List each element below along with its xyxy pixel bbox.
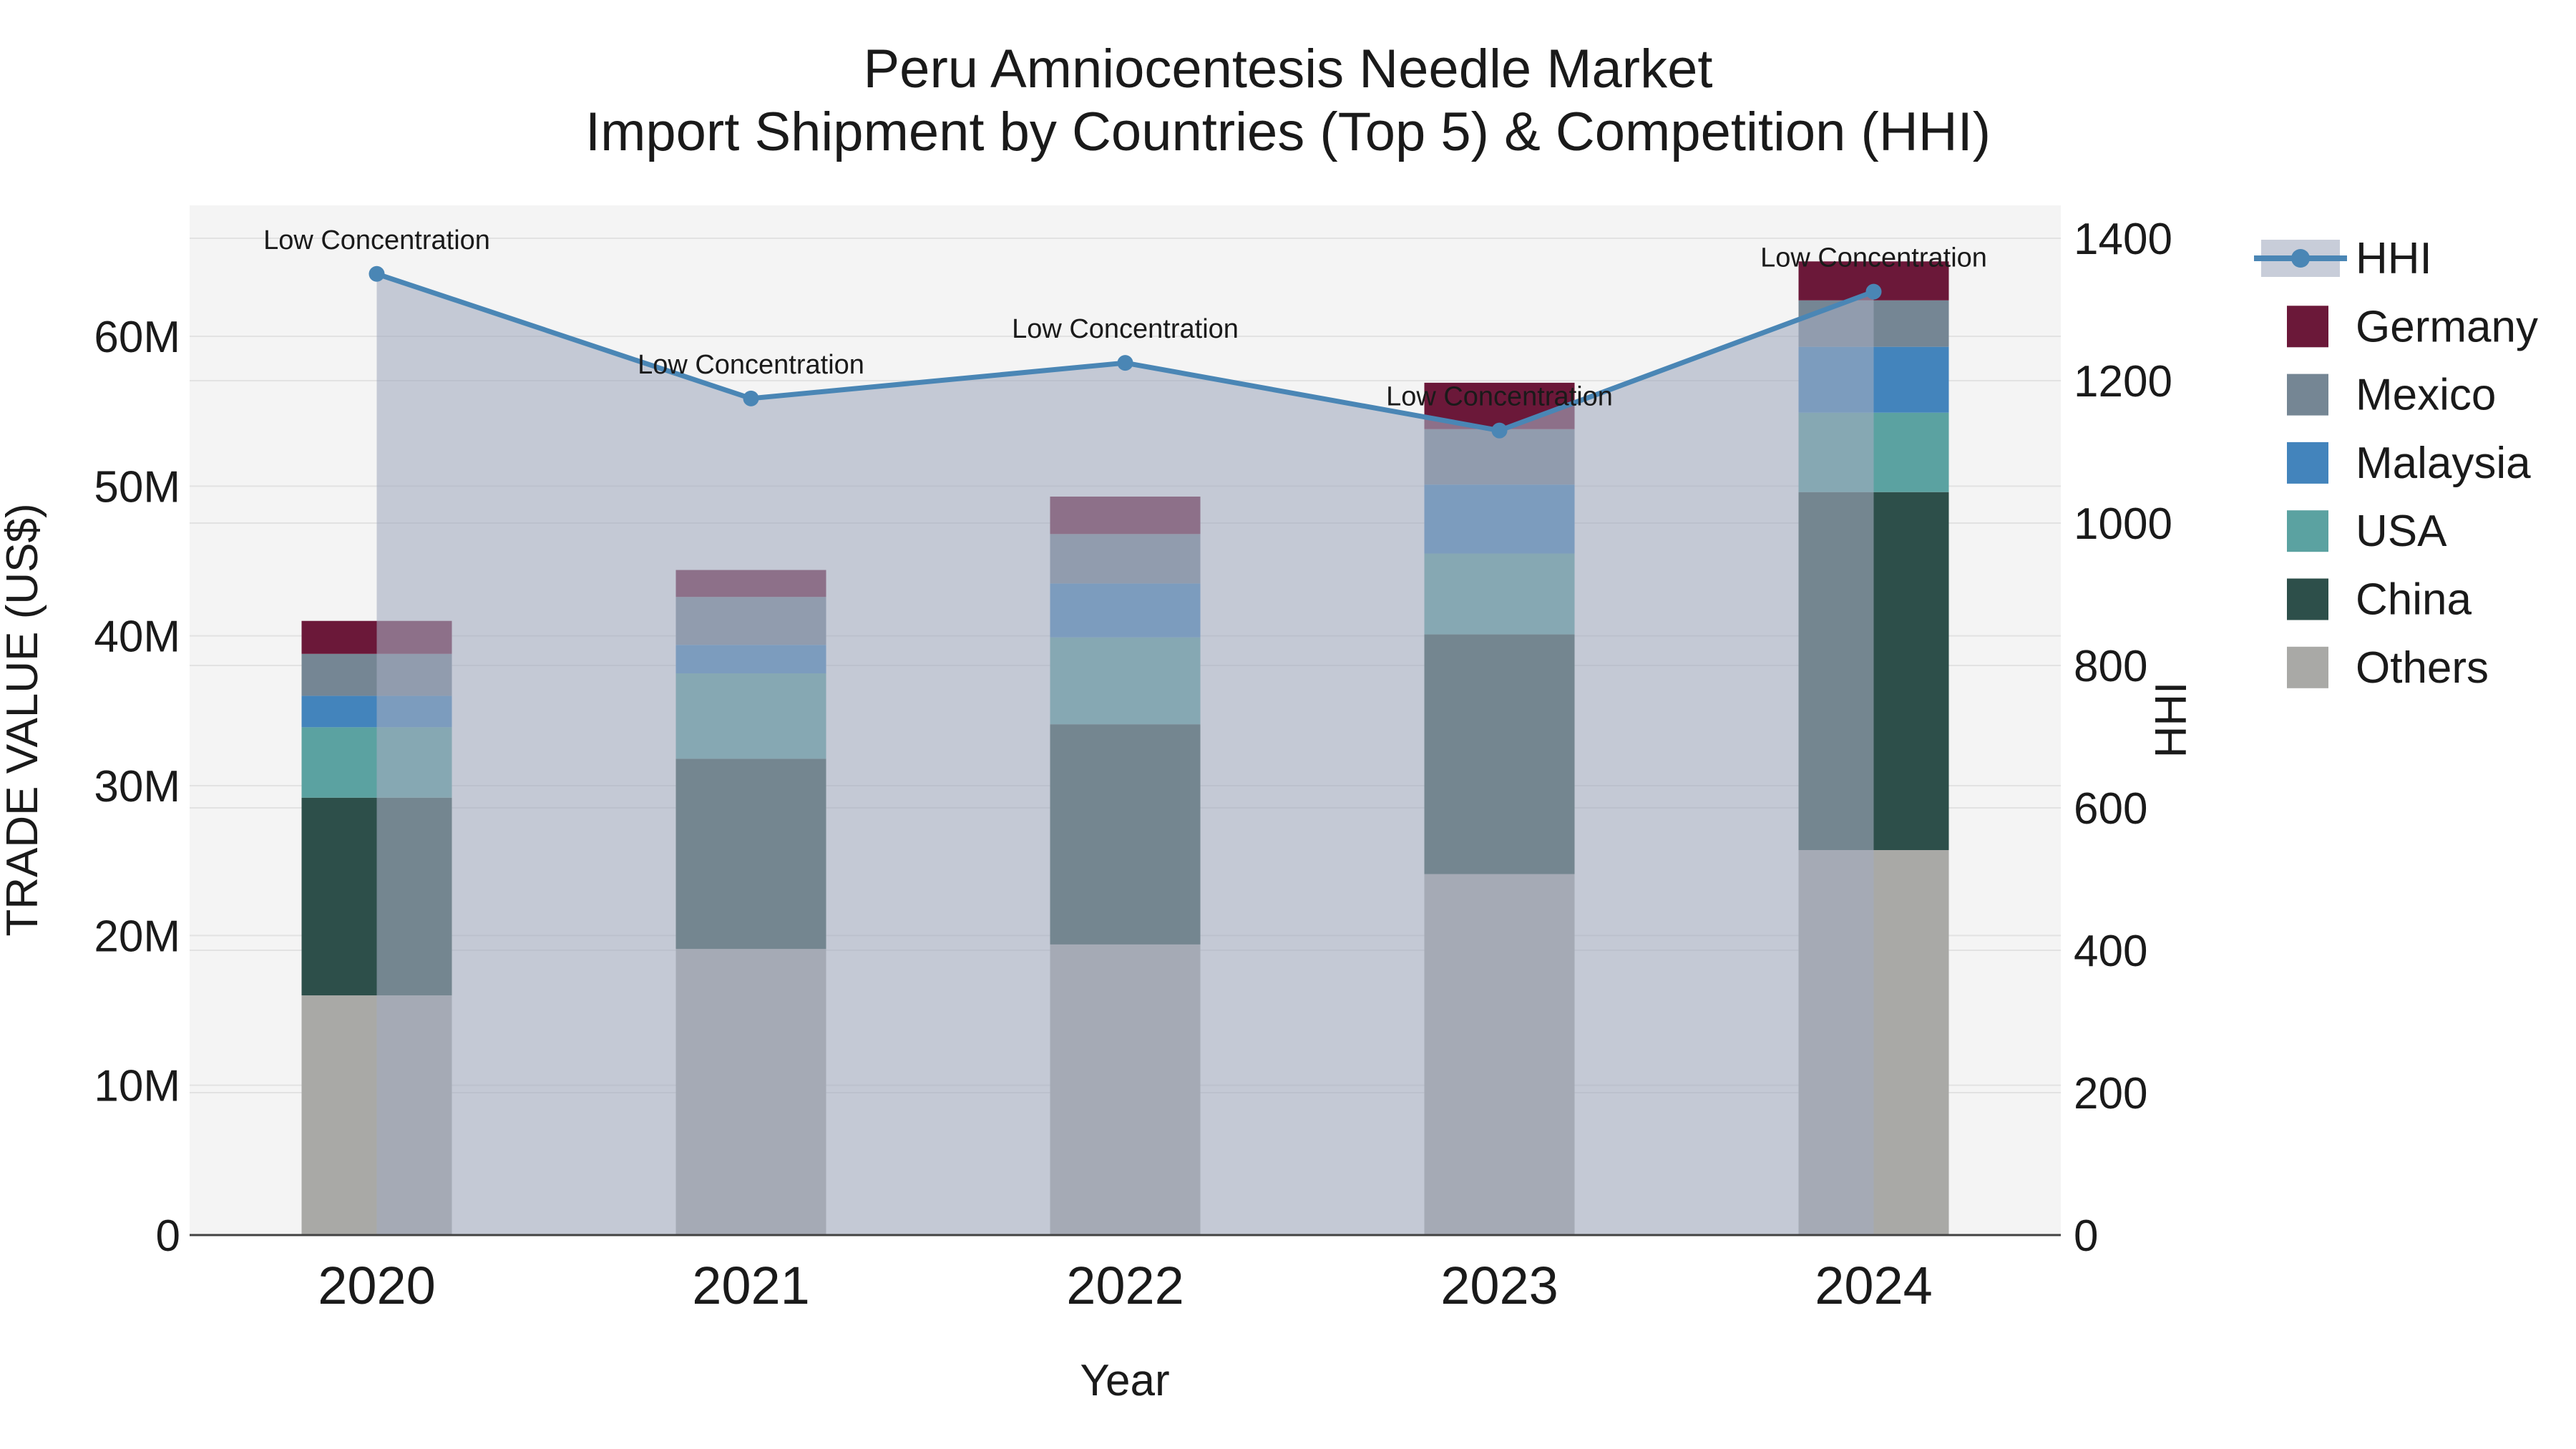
y-right-tick-label: 800 [2074, 642, 2147, 691]
y-right-tick-label: 600 [2074, 784, 2147, 834]
legend-item-malaysia[interactable]: Malaysia [2287, 439, 2531, 488]
legend-swatch-mexico [2287, 374, 2328, 416]
x-tick-label-2021: 2021 [692, 1256, 810, 1315]
x-axis-title: Year [1080, 1356, 1169, 1405]
hhi-area-layer [376, 273, 1874, 1235]
legend-swatch-china [2287, 578, 2328, 620]
annotation-layer: Low Concentration Low Concentration Low Co… [263, 225, 1987, 412]
chart-title-line1: Peru Amniocentesis Needle Market [863, 39, 1712, 99]
annotation-low-concentration-2020: Low Concentration [263, 225, 490, 255]
annotation-low-concentration-2023: Low Concentration [1386, 382, 1613, 412]
x-tick-label-2024: 2024 [1815, 1256, 1933, 1315]
y-left-tick-label: 50M [94, 462, 180, 512]
legend-label-usa: USA [2356, 507, 2447, 556]
legend: HHI Germany Mexico Malaysia USA China Others [2254, 234, 2538, 693]
y-left-tick-label: 40M [94, 613, 180, 662]
legend-label-others: Others [2356, 643, 2489, 693]
legend-item-usa[interactable]: USA [2287, 507, 2447, 556]
y-right-tick-label: 0 [2074, 1211, 2098, 1261]
legend-swatch-germany [2287, 306, 2328, 348]
x-tick-label-2023: 2023 [1440, 1256, 1558, 1315]
legend-label-malaysia: Malaysia [2356, 439, 2531, 488]
hhi-line-layer [369, 265, 1882, 439]
y-right-tick-label: 1400 [2074, 215, 2172, 264]
y-left-tick-label: 60M [94, 313, 180, 362]
hhi-marker-2022[interactable] [1117, 355, 1133, 371]
y-left-tick-label: 10M [94, 1062, 180, 1111]
annotation-low-concentration-2024: Low Concentration [1760, 243, 1987, 273]
y-left-tick-label: 20M [94, 912, 180, 961]
y-right-tick-label: 1200 [2074, 357, 2172, 406]
y-left-tick-label: 30M [94, 762, 180, 811]
legend-hhi-marker-sample [2291, 249, 2310, 268]
y-left-axis-title: TRADE VALUE (US$) [0, 503, 47, 936]
hhi-marker-2021[interactable] [743, 390, 759, 406]
y-right-tick-label: 400 [2074, 927, 2147, 976]
legend-item-hhi[interactable]: HHI [2254, 234, 2432, 283]
legend-item-china[interactable]: China [2287, 575, 2472, 625]
legend-label-mexico: Mexico [2356, 371, 2496, 420]
x-tick-label-2022: 2022 [1066, 1256, 1184, 1315]
y-right-axis-title: HHI [2147, 682, 2196, 758]
hhi-area-fill [376, 273, 1874, 1235]
legend-item-mexico[interactable]: Mexico [2287, 371, 2496, 420]
legend-item-germany[interactable]: Germany [2287, 302, 2538, 351]
x-tick-label-2020: 2020 [318, 1256, 436, 1315]
y-right-tick-label: 200 [2074, 1069, 2147, 1118]
annotation-low-concentration-2022: Low Concentration [1012, 314, 1239, 344]
chart-title-line2: Import Shipment by Countries (Top 5) & C… [585, 102, 1991, 162]
legend-swatch-others [2287, 646, 2328, 688]
tick-label-layer: 0 10M 20M 30M 40M 50M 60M 0 200 400 600 800 1000 1200… [94, 215, 2172, 1315]
y-left-tick-label: 0 [156, 1211, 180, 1261]
legend-item-others[interactable]: Others [2287, 643, 2489, 693]
y-right-tick-label: 1000 [2074, 499, 2172, 549]
legend-swatch-usa [2287, 510, 2328, 552]
hhi-marker-2024[interactable] [1865, 283, 1882, 300]
hhi-marker-2023[interactable] [1491, 422, 1508, 439]
annotation-low-concentration-2021: Low Concentration [638, 350, 864, 380]
legend-label-china: China [2356, 575, 2472, 625]
legend-label-hhi: HHI [2356, 234, 2432, 283]
hhi-marker-2020[interactable] [369, 265, 385, 282]
legend-swatch-malaysia [2287, 441, 2328, 484]
legend-label-germany: Germany [2356, 302, 2538, 351]
